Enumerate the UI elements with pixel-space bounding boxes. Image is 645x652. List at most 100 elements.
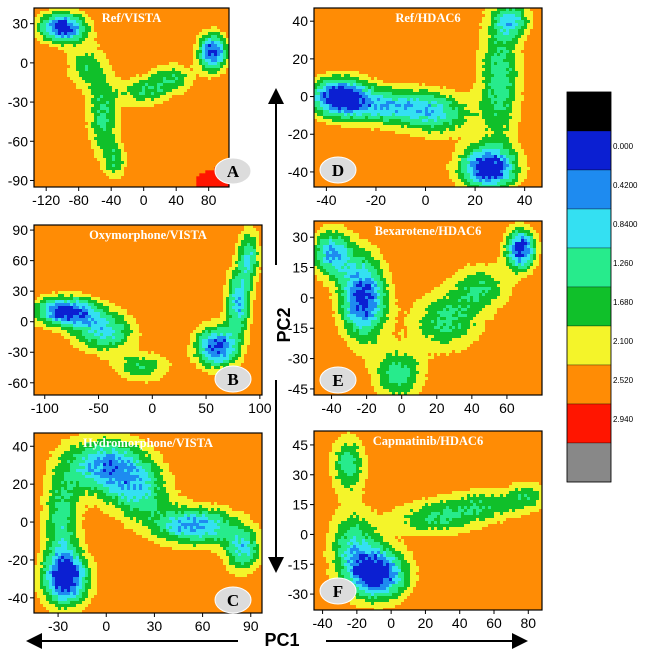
x-tick-label: 20 [467, 192, 483, 208]
panel-f: Capmatinib/HDAC6 -40 -20 0 20 40 60 80 45 30 15 0 -1… [288, 430, 543, 631]
x-tick-label: 100 [248, 400, 272, 416]
colorbar-swatch [566, 286, 612, 327]
panel-letter: D [332, 161, 344, 180]
y-tick-label: -30 [288, 586, 308, 602]
x-tick-label: 0 [398, 400, 406, 416]
x-tick-label: 60 [486, 615, 502, 631]
x-tick-label: -80 [69, 192, 89, 208]
colorbar-swatch [566, 247, 612, 288]
y-tick-label: 30 [292, 229, 308, 245]
x-tick-label: 0 [422, 192, 430, 208]
y-tick-label: -60 [8, 133, 28, 149]
x-tick-label: -40 [312, 615, 332, 631]
panel-d: Ref/HDAC6 -40 -20 0 20 40 40 20 0 -20 -40 D [288, 7, 543, 208]
colorbar-label: 2.520 [613, 376, 634, 385]
panel-badge [214, 586, 252, 614]
panel-title: Ref/VISTA [102, 11, 162, 25]
energy-surface [34, 225, 262, 395]
y-tick-label: 0 [300, 290, 308, 306]
energy-surface [34, 8, 229, 187]
colorbar-label: 2.940 [613, 415, 634, 424]
y-tick-label: 40 [12, 438, 28, 454]
panel-badge [214, 157, 252, 185]
y-tick-label: -20 [8, 552, 28, 568]
panel-title: Hydromorphone/VISTA [83, 436, 213, 450]
colorbar-frame [566, 91, 612, 483]
x-tick-label: 0 [102, 618, 110, 634]
y-tick-label: 45 [292, 437, 308, 453]
x-tick-label: 90 [243, 618, 259, 634]
x-tick-label: 40 [452, 615, 468, 631]
x-tick-label: 80 [201, 192, 217, 208]
x-tick-label: 20 [418, 615, 434, 631]
colorbar-label: 0.8400 [613, 220, 638, 229]
panel-letter: F [333, 582, 343, 601]
colorbar-swatch [566, 91, 612, 132]
y-tick-label: 60 [12, 253, 28, 269]
y-tick-label: -60 [8, 375, 28, 391]
colorbar-label: 1.680 [613, 298, 634, 307]
axis-titles: PC2 PC1 [26, 88, 528, 650]
x-tick-label: -50 [88, 400, 108, 416]
panel-badge [319, 366, 357, 394]
panel-badge [214, 365, 252, 393]
y-tick-label: 40 [292, 13, 308, 29]
colorbar-label: 0.4200 [613, 181, 638, 190]
colorbar: 0.000 0.4200 0.8400 1.260 1.680 2.100 2.520 2.9… [566, 91, 638, 483]
y-tick-label: -30 [8, 94, 28, 110]
x-tick-label: -40 [101, 192, 121, 208]
panel-frame [313, 220, 543, 396]
energy-surface [314, 431, 542, 610]
panel-frame [313, 430, 543, 611]
y-tick-label: 0 [20, 514, 28, 530]
energy-surface [34, 433, 262, 613]
panel-letter: E [332, 371, 343, 390]
x-tick-label: 80 [520, 615, 536, 631]
y-tick-label: 0 [20, 55, 28, 71]
colorbar-label: 1.260 [613, 259, 634, 268]
y-tick-label: 20 [292, 51, 308, 67]
panel-b: Oxymorphone/VISTA -100 -50 0 50 100 90 60 30 0 -30… [8, 222, 272, 416]
pc2-axis-title: PC2 [274, 307, 294, 342]
y-tick-label: -30 [288, 351, 308, 367]
y-tick-label: 0 [300, 89, 308, 105]
panel-title: Bexarotene/HDAC6 [375, 224, 482, 238]
x-tick-label: 60 [499, 400, 515, 416]
y-tick-label: -15 [288, 556, 308, 572]
x-tick-label: 40 [517, 192, 533, 208]
y-tick-label: 30 [12, 16, 28, 32]
y-tick-label: 15 [292, 260, 308, 276]
x-tick-label: 0 [140, 192, 148, 208]
panel-frame [33, 432, 263, 614]
energy-surface [314, 221, 542, 395]
panel-title: Oxymorphone/VISTA [89, 228, 207, 242]
y-tick-label: -45 [288, 381, 308, 397]
y-tick-label: 20 [12, 476, 28, 492]
panels-layer: Ref/VISTA -120 -80 -40 0 40 80 30 0 -30 -60 -90 A Oxy… [8, 7, 543, 634]
pc1-axis-title: PC1 [264, 630, 299, 650]
x-tick-label: -40 [321, 400, 341, 416]
y-tick-label: -40 [288, 164, 308, 180]
x-tick-label: 30 [147, 618, 163, 634]
colorbar-swatch [566, 442, 612, 483]
panel-frame [33, 224, 263, 396]
y-tick-label: -40 [8, 590, 28, 606]
panel-a: Ref/VISTA -120 -80 -40 0 40 80 30 0 -30 -60 -90 A [8, 7, 252, 208]
y-tick-label: 0 [20, 314, 28, 330]
y-tick-label: -15 [288, 320, 308, 336]
y-tick-label: 30 [12, 283, 28, 299]
panel-badge [319, 577, 357, 605]
colorbar-swatch [566, 208, 612, 249]
colorbar-swatch [566, 364, 612, 405]
panel-title: Capmatinib/HDAC6 [373, 434, 483, 448]
x-tick-label: -40 [316, 192, 336, 208]
x-tick-label: 0 [148, 400, 156, 416]
x-tick-label: -20 [366, 192, 386, 208]
x-tick-label: 50 [198, 400, 214, 416]
panel-title: Ref/HDAC6 [395, 11, 460, 25]
x-tick-label: -20 [356, 400, 376, 416]
y-tick-label: -30 [8, 344, 28, 360]
x-tick-label: 60 [195, 618, 211, 634]
x-tick-label: 20 [429, 400, 445, 416]
x-tick-label: -30 [48, 618, 68, 634]
